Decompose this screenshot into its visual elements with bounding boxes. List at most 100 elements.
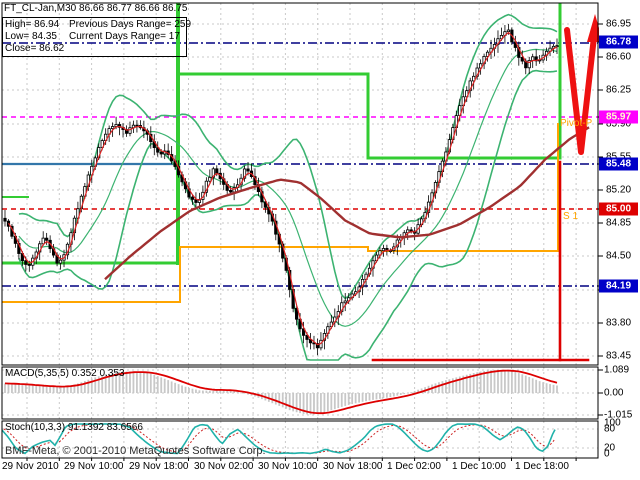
candle-body (159, 151, 163, 155)
macd-histogram-bar (149, 373, 152, 393)
macd-histogram-bar (500, 369, 503, 393)
macd-indicator-label: MACD(5,35,5) 0.352 0.353 (5, 368, 125, 379)
price-badge: 86.78 (599, 35, 638, 49)
macd-histogram-bar (80, 382, 83, 393)
macd-histogram-bar (556, 385, 558, 393)
candle-body (3, 217, 7, 222)
macd-histogram-bar (510, 371, 513, 393)
macd-histogram-bar (549, 384, 551, 393)
macd-histogram-bar (108, 373, 111, 393)
plot-area[interactable] (0, 3, 603, 458)
candle-body (41, 237, 45, 245)
macd-histogram-bar (472, 373, 475, 393)
macd-histogram-bar (219, 390, 222, 393)
price-axis-label: 83.45 (606, 350, 632, 362)
macd-axis-label: 1.089 (604, 364, 630, 376)
macd-histogram-bar (375, 393, 378, 400)
time-axis-label: 29 Nov 18:00 (129, 461, 189, 472)
bollinger-middle (18, 48, 558, 327)
macd-histogram-bar (278, 393, 281, 406)
candle-body (506, 29, 510, 33)
candle-body (208, 176, 212, 182)
price-badge: 84.19 (599, 279, 638, 293)
price-scale-background (599, 0, 640, 480)
macd-histogram-bar (59, 386, 62, 393)
macd-histogram-bar (372, 393, 374, 400)
macd-histogram-bar (389, 393, 392, 398)
macd-histogram-bar (195, 389, 197, 393)
macd-histogram-bar (94, 377, 97, 393)
macd-histogram-bar (316, 393, 319, 414)
macd-histogram-bar (163, 378, 166, 393)
macd-histogram-bar (17, 384, 20, 393)
macd-histogram-bar (136, 371, 138, 393)
macd-histogram-bar (417, 389, 420, 393)
macd-histogram-bar (521, 374, 524, 393)
stoch-axis-label: 0 (604, 448, 610, 460)
stoch-panel-content (2, 423, 556, 455)
macd-histogram-bar (21, 384, 24, 393)
macd-histogram-bar (132, 371, 135, 393)
macd-histogram-bar (271, 393, 274, 404)
macd-histogram-bar (49, 386, 52, 393)
macd-histogram-bar (97, 376, 100, 393)
macd-histogram-bar (212, 390, 215, 393)
macd-histogram-bar (531, 378, 534, 393)
info-low: Low= 84.35 (5, 31, 57, 42)
macd-histogram-bar (63, 386, 65, 393)
macd-histogram-bar (313, 393, 315, 415)
macd-histogram-bar (299, 393, 301, 414)
info-close: Close= 86.62 (5, 43, 65, 54)
macd-histogram-bar (104, 374, 107, 393)
macd-histogram-bar (153, 374, 156, 393)
macd-histogram-bar (448, 379, 451, 393)
macd-histogram-bar (351, 393, 354, 405)
macd-histogram-bar (174, 382, 177, 393)
macd-histogram-bar (507, 370, 510, 393)
macd-histogram-bar (542, 382, 545, 393)
macd-histogram-bar (365, 393, 367, 402)
candle-body (24, 260, 28, 265)
info-curr-range: Current Days Range= 17 (69, 31, 180, 42)
candle-body (295, 307, 299, 320)
candle-body (190, 196, 195, 200)
macd-histogram-bar (403, 393, 406, 395)
macd-histogram-bar (118, 371, 121, 393)
macd-histogram-bar (70, 385, 72, 393)
macd-histogram-bar (122, 371, 124, 393)
macd-histogram-bar (399, 393, 402, 395)
macd-histogram-bar (445, 380, 447, 393)
info-prev-range: Previous Days Range= 259 (69, 19, 192, 30)
time-axis-label: 30 Nov 10:00 (258, 461, 318, 472)
macd-histogram-bar (274, 393, 277, 405)
macd-histogram-bar (250, 393, 253, 396)
macd-histogram-bar (483, 371, 485, 393)
macd-histogram-bar (181, 385, 183, 393)
info-high: High= 86.94 (5, 19, 60, 30)
macd-histogram-bar (337, 393, 340, 409)
candle-body (58, 259, 63, 264)
macd-histogram-bar (455, 377, 458, 393)
macd-histogram-bar (115, 372, 117, 393)
macd-histogram-bar (441, 381, 444, 393)
macd-histogram-bar (288, 393, 291, 411)
macd-histogram-bar (434, 383, 437, 393)
price-axis-label: 85.55 (606, 152, 631, 163)
macd-histogram-bar (226, 390, 229, 393)
macd-histogram-bar (469, 373, 472, 393)
macd-histogram-bar (184, 386, 187, 393)
macd-histogram-bar (306, 393, 308, 415)
macd-histogram-bar (451, 378, 454, 393)
ma-slow (104, 126, 590, 281)
price-axis-label: 86.25 (606, 84, 632, 96)
metaquotes-watermark: BMF-Meta, © 2001-2010 MetaQuotes Softwar… (5, 445, 266, 457)
macd-histogram-bar (302, 393, 305, 414)
macd-histogram-bar (247, 393, 249, 395)
macd-histogram-bar (87, 379, 90, 393)
macd-histogram-bar (347, 393, 350, 405)
candle-body (111, 126, 115, 130)
macd-histogram-bar (77, 383, 79, 393)
candle-body (534, 56, 538, 62)
macd-histogram-bar (31, 385, 34, 393)
